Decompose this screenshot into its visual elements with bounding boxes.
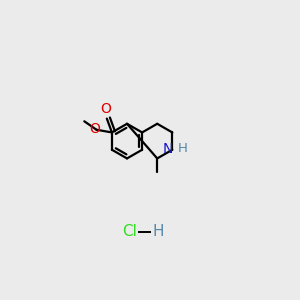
Text: O: O bbox=[100, 102, 111, 116]
Text: H: H bbox=[153, 224, 164, 239]
Text: O: O bbox=[89, 122, 100, 136]
Text: H: H bbox=[178, 142, 188, 155]
Text: Cl: Cl bbox=[123, 224, 137, 239]
Text: N: N bbox=[163, 142, 173, 156]
